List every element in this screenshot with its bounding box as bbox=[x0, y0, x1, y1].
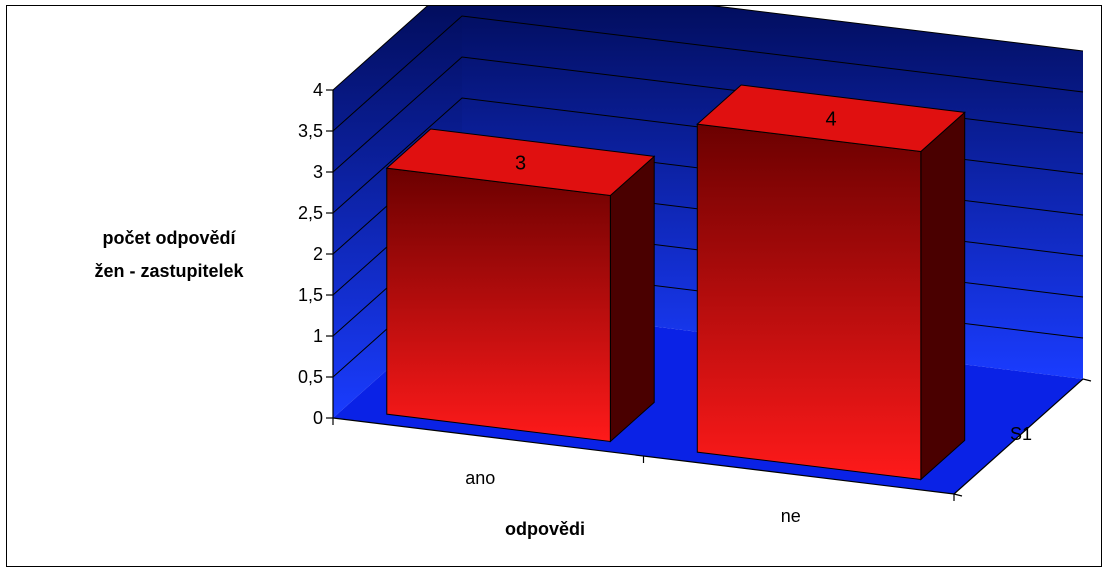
y-tick-label: 2 bbox=[313, 244, 323, 264]
x-axis-title: odpovědi bbox=[505, 519, 585, 539]
bar-side bbox=[609, 155, 655, 443]
data-label: 3 bbox=[515, 152, 526, 174]
bar: 4 bbox=[696, 84, 966, 481]
x-tick-label: ne bbox=[781, 506, 801, 526]
depth-axis-line bbox=[953, 378, 1084, 495]
bar-front bbox=[696, 123, 922, 481]
bar-front bbox=[386, 167, 611, 443]
y-tick-label: 4 bbox=[313, 80, 323, 100]
bar-top bbox=[385, 128, 656, 197]
y-axis-title-line-1: počet odpovědí bbox=[102, 228, 236, 248]
y-axis-title-line-2: žen - zastupitelek bbox=[94, 261, 244, 281]
data-label: 4 bbox=[825, 108, 836, 130]
y-tick-label: 2,5 bbox=[298, 203, 323, 223]
y-tick-label: 3 bbox=[313, 162, 323, 182]
gridline bbox=[332, 6, 1084, 91]
x-axis-ticks: ano ne bbox=[332, 378, 1092, 526]
bar: 3 bbox=[385, 128, 656, 443]
y-tick-label: 0,5 bbox=[298, 367, 323, 387]
y-tick-label: 1,5 bbox=[298, 285, 323, 305]
series-label: S1 bbox=[1010, 424, 1032, 444]
y-tick-label: 1 bbox=[313, 326, 323, 346]
bar-side bbox=[920, 111, 966, 481]
y-tick-label: 3,5 bbox=[298, 121, 323, 141]
bars: 34 bbox=[385, 84, 966, 481]
depth-tick-mark bbox=[953, 493, 963, 497]
depth-tick-mark bbox=[1082, 378, 1092, 382]
y-tick-label: 0 bbox=[313, 408, 323, 428]
y-axis-ticks: 0 0,5 1 1,5 2 2,5 3 3,5 4 bbox=[298, 80, 333, 428]
x-tick-label: ano bbox=[465, 468, 495, 488]
gridline bbox=[332, 15, 1084, 132]
bar-top bbox=[696, 84, 966, 153]
